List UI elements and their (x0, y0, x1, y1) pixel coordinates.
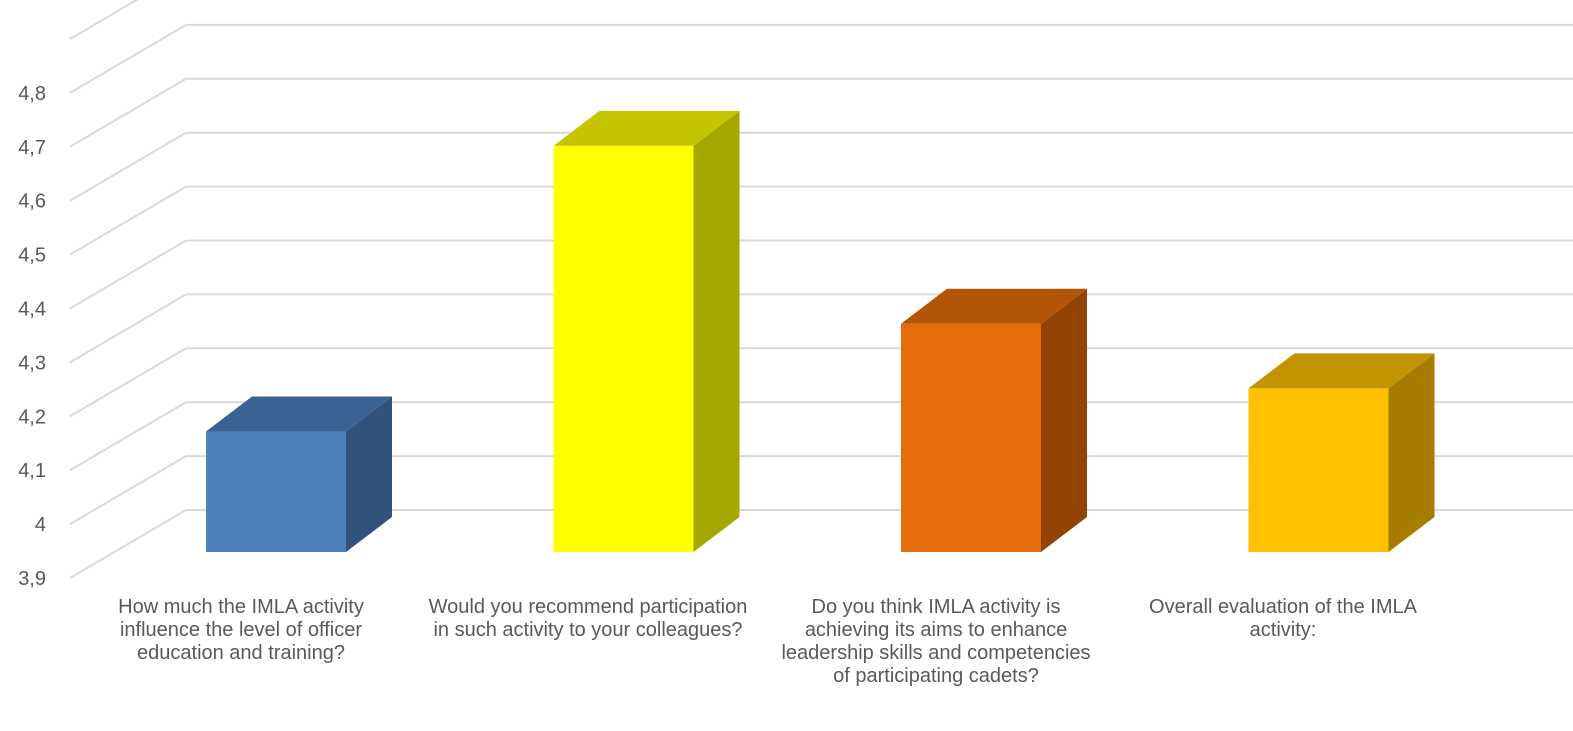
gridline-diagonal (69, 185, 187, 256)
gridline-diagonal (69, 401, 187, 472)
x-tick-label-1: How much the IMLA activity influence the… (118, 596, 364, 664)
y-tick-label: 4,7 (18, 137, 46, 159)
bar-front (1248, 388, 1389, 552)
bar-top (206, 396, 392, 432)
bar-top (553, 110, 740, 146)
bar-2 (553, 110, 740, 552)
y-axis-ticks: 3,9 4 4,1 4,2 4,3 4,4 4,5 4,6 4,7 4,8 (18, 83, 46, 590)
gridline-diagonal (69, 239, 187, 310)
bar-side (693, 110, 740, 552)
bar-front (206, 431, 346, 552)
y-tick-label: 4 (35, 514, 46, 536)
y-tick-label: 4,8 (18, 83, 46, 105)
y-tick-label: 3,9 (18, 568, 46, 590)
bar-3 (901, 288, 1087, 552)
gridline-diagonal (69, 293, 187, 364)
gridline-diagonal (69, 347, 187, 418)
x-tick-label-2: Would you recommend participation in suc… (428, 596, 748, 641)
x-tick-label-3: Do you think IMLA activity is achieving … (781, 596, 1091, 687)
bar-top (901, 288, 1087, 324)
gridline-diagonal (69, 77, 187, 148)
bar-1 (206, 396, 392, 552)
bar-side (1041, 288, 1087, 552)
y-tick-label: 4,5 (18, 245, 46, 267)
x-tick-label-4: Overall evaluation of the IMLA activity: (1149, 596, 1417, 641)
bar-4 (1248, 353, 1435, 552)
gridline-diagonal (69, 24, 187, 94)
gridline-diagonal (69, 455, 187, 525)
bar-side (346, 396, 392, 552)
bar-top (1248, 353, 1435, 389)
gridline-diagonal (69, 509, 187, 579)
gridline-diagonal (69, 131, 187, 202)
y-tick-label: 4,6 (18, 191, 46, 213)
bars (206, 110, 1435, 552)
y-tick-label: 4,3 (18, 352, 46, 374)
y-tick-label: 4,1 (18, 460, 46, 482)
bar-side (1388, 353, 1435, 552)
y-tick-label: 4,2 (18, 406, 46, 428)
bar-front (901, 323, 1041, 552)
bar-front (553, 145, 694, 552)
y-tick-label: 4,4 (18, 299, 46, 321)
gridlines (69, 0, 1573, 579)
gridline-diagonal (69, 0, 139, 40)
